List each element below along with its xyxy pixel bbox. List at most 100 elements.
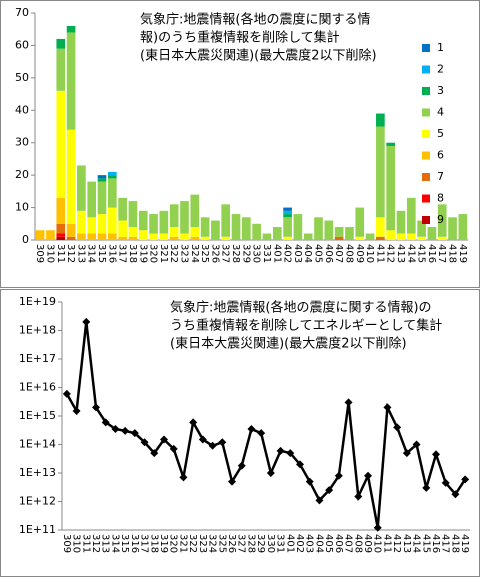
bar-segment bbox=[118, 236, 127, 240]
bar-segment bbox=[77, 233, 86, 240]
x-tick-label: 312 bbox=[90, 534, 101, 553]
x-tick-label: 313 bbox=[100, 534, 111, 553]
bar-segment bbox=[56, 223, 66, 234]
bar-segment bbox=[221, 236, 231, 240]
x-tick-label: 410 bbox=[372, 534, 383, 553]
x-tick-label: 418 bbox=[449, 534, 460, 553]
bar-segment bbox=[118, 220, 127, 237]
bar-segment bbox=[396, 233, 406, 240]
x-tick-label: 413 bbox=[395, 244, 406, 263]
bar-segment bbox=[262, 233, 272, 240]
bar-segment bbox=[365, 233, 375, 240]
x-tick-label: 329 bbox=[255, 534, 266, 553]
x-tick-label: 309 bbox=[61, 534, 72, 553]
bar-segment bbox=[386, 145, 396, 231]
x-tick-label: 322 bbox=[187, 534, 198, 553]
marker bbox=[198, 435, 207, 444]
marker bbox=[393, 423, 402, 432]
x-tick-label: 314 bbox=[109, 534, 120, 553]
x-tick-label: 406 bbox=[323, 244, 334, 263]
x-tick-label: 402 bbox=[282, 244, 293, 263]
x-tick-label: 318 bbox=[148, 534, 159, 553]
bar-segment bbox=[190, 194, 200, 228]
x-tick-label: 403 bbox=[292, 244, 303, 263]
chart-title: 報)のうち重複情報を削除して集計 bbox=[140, 30, 340, 46]
marker bbox=[325, 486, 334, 495]
marker bbox=[334, 471, 343, 480]
bar-segment bbox=[376, 113, 385, 127]
bar-segment bbox=[272, 227, 282, 240]
bar-segment bbox=[231, 214, 241, 240]
x-tick-label: 403 bbox=[304, 534, 315, 553]
bar-segment bbox=[128, 227, 138, 237]
bar-segment bbox=[77, 165, 86, 211]
legend-swatch bbox=[422, 44, 430, 52]
bar-segment bbox=[252, 223, 261, 240]
x-tick-label: 330 bbox=[265, 534, 276, 553]
bar-segment bbox=[376, 236, 385, 240]
bar-segment bbox=[56, 38, 66, 49]
x-tick-label: 411 bbox=[381, 534, 392, 553]
y-tick-label: 1E+16 bbox=[19, 381, 56, 394]
bar-segment bbox=[417, 220, 426, 237]
legend-swatch bbox=[422, 87, 430, 95]
bar-segment bbox=[221, 204, 231, 237]
x-tick-label: 419 bbox=[459, 534, 470, 553]
bar-segment bbox=[149, 233, 158, 240]
x-tick-label: 317 bbox=[139, 534, 150, 553]
marker bbox=[160, 435, 168, 444]
bar-segment bbox=[417, 236, 426, 240]
bar-segment bbox=[169, 227, 179, 237]
marker bbox=[101, 418, 110, 427]
bar-segment bbox=[283, 214, 292, 218]
marker bbox=[441, 478, 450, 487]
legend-label: 7 bbox=[437, 170, 444, 183]
bar-segment bbox=[77, 210, 86, 234]
bar-segment bbox=[118, 197, 127, 221]
marker bbox=[266, 469, 275, 477]
x-tick-label: 319 bbox=[137, 244, 148, 263]
bar-segment bbox=[107, 178, 117, 208]
bar-segment bbox=[66, 129, 76, 224]
bar-segment bbox=[437, 236, 447, 240]
bar-segment bbox=[437, 204, 447, 237]
y-tick-label: 1E+18 bbox=[19, 324, 56, 337]
x-tick-label: 315 bbox=[96, 244, 107, 263]
bar-segment bbox=[128, 201, 138, 228]
bar-segment bbox=[66, 25, 76, 33]
bar-segment bbox=[107, 175, 117, 179]
x-tick-label: 401 bbox=[284, 534, 295, 553]
bar-segment bbox=[376, 126, 385, 218]
x-tick-label: 320 bbox=[148, 244, 159, 263]
x-tick-label: 412 bbox=[385, 244, 396, 263]
bar-segment bbox=[211, 220, 220, 240]
x-tick-label: 326 bbox=[226, 534, 237, 553]
x-tick-label: 414 bbox=[405, 244, 416, 263]
y-tick-label: 40 bbox=[15, 103, 29, 116]
bar-segment bbox=[324, 220, 334, 240]
marker bbox=[179, 473, 188, 482]
y-tick-label: 1E+11 bbox=[19, 523, 56, 536]
x-tick-label: 313 bbox=[75, 244, 86, 263]
marker bbox=[296, 460, 304, 469]
legend-swatch bbox=[422, 216, 430, 224]
x-tick-label: 324 bbox=[207, 534, 218, 553]
legend-label: 6 bbox=[437, 149, 444, 162]
marker bbox=[422, 483, 431, 492]
marker bbox=[189, 418, 198, 427]
x-tick-label: 309 bbox=[34, 244, 45, 263]
marker bbox=[111, 424, 120, 433]
marker bbox=[364, 471, 372, 480]
x-tick-label: 416 bbox=[430, 534, 441, 553]
bar-segment bbox=[87, 217, 97, 234]
marker bbox=[276, 446, 285, 455]
x-tick-label: 315 bbox=[119, 534, 130, 553]
bar-segment bbox=[200, 236, 210, 240]
bar-segment bbox=[334, 227, 344, 237]
marker bbox=[62, 389, 71, 398]
bar-segment bbox=[396, 210, 406, 234]
x-tick-label: 317 bbox=[117, 244, 128, 263]
bar-segment bbox=[56, 233, 66, 237]
y-tick-label: 1E+14 bbox=[19, 438, 56, 451]
